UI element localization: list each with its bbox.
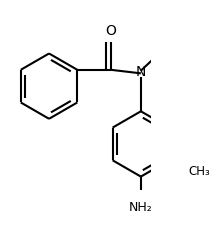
Text: NH₂: NH₂ (129, 201, 153, 214)
Text: O: O (105, 24, 116, 38)
Text: N: N (136, 66, 146, 79)
Text: CH₃: CH₃ (189, 165, 210, 178)
